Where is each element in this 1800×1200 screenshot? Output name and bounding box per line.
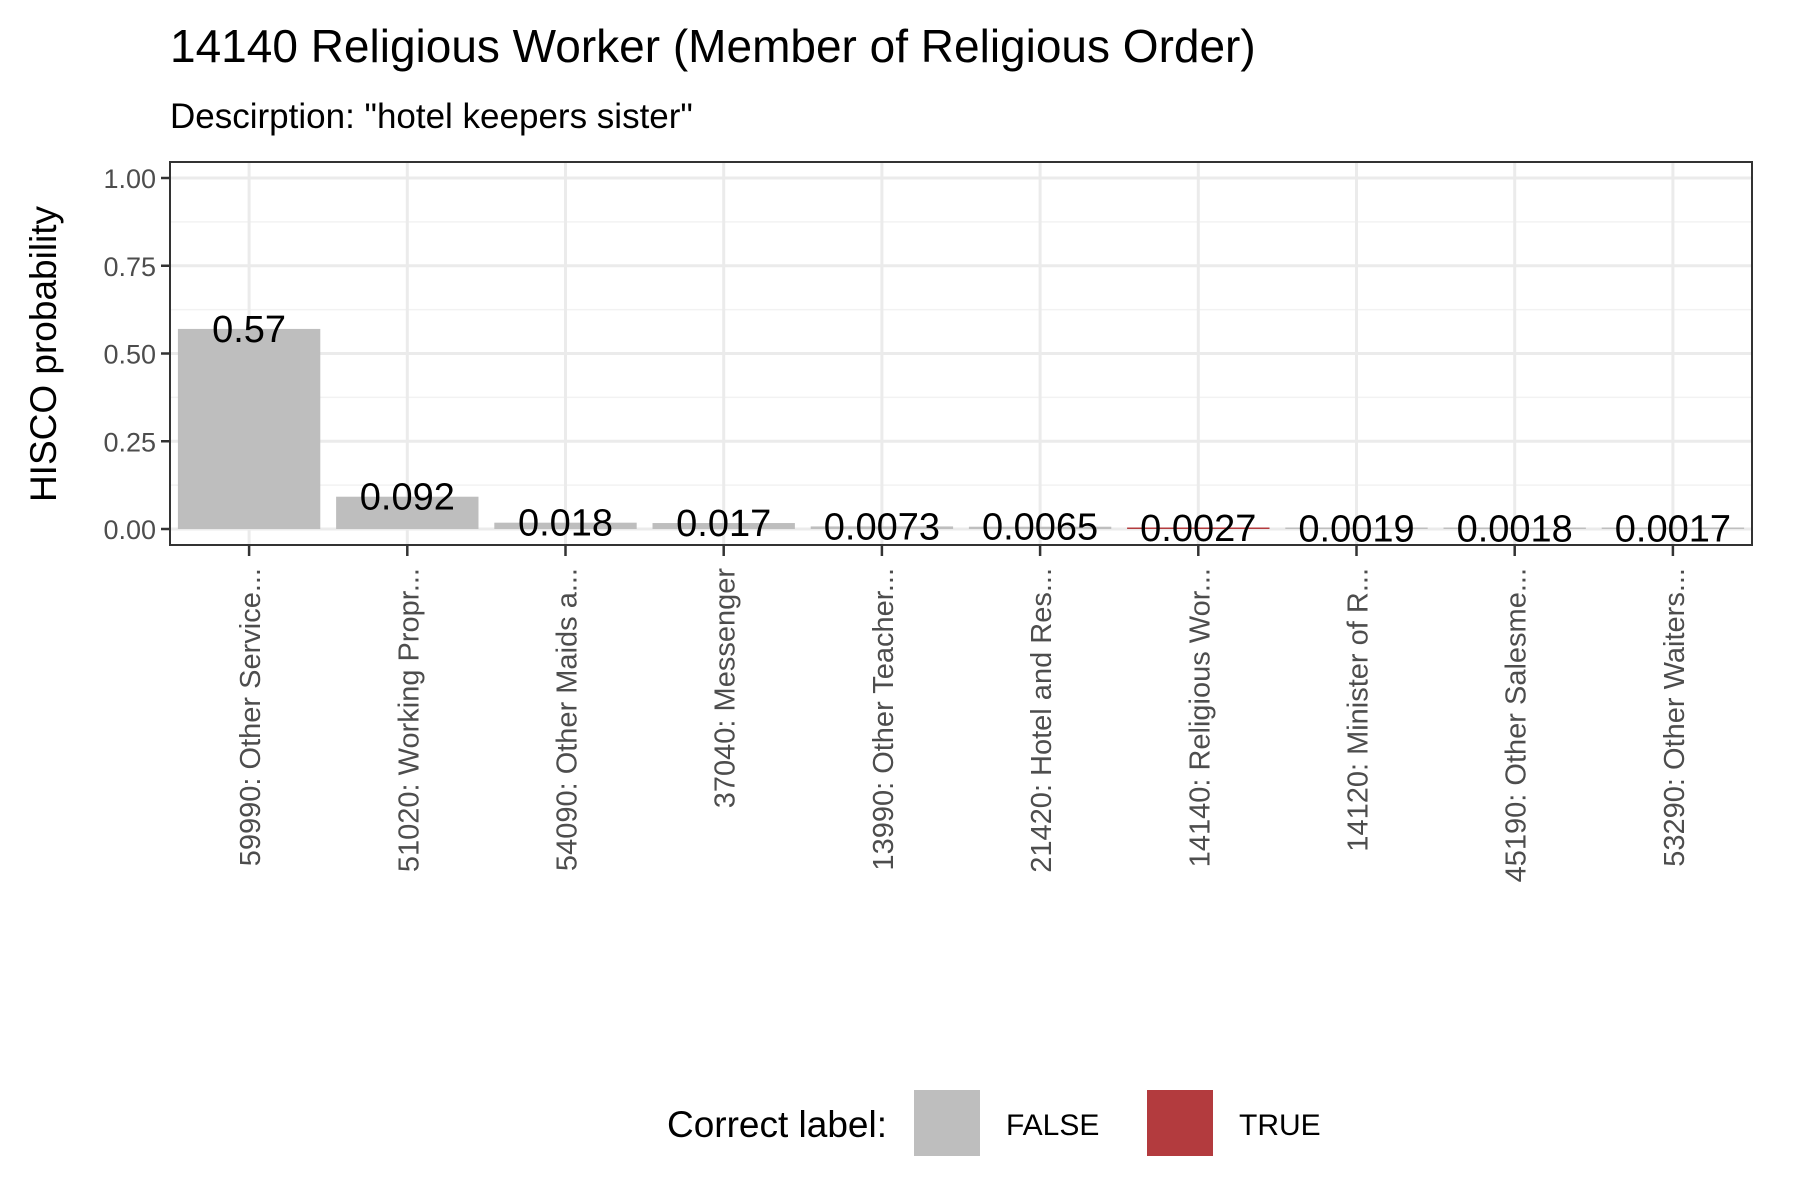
x-tick-label: 51020: Working Propr... [393, 568, 425, 872]
bar [494, 522, 637, 529]
legend-key-false [914, 1090, 980, 1156]
bar [968, 526, 1112, 529]
bar [1285, 527, 1428, 529]
x-tick-label: 45190: Other Salesme... [1501, 568, 1533, 882]
y-tick-label: 1.00 [103, 164, 156, 194]
data-label: 0.0019 [1298, 508, 1414, 550]
x-tick-label: 54090: Other Maids a... [552, 568, 584, 871]
bar [1601, 527, 1745, 529]
bar [810, 526, 954, 529]
x-tick-label: 37040: Messenger [710, 568, 742, 809]
legend-title: Correct label: [667, 1104, 887, 1145]
x-tick-label: 21420: Hotel and Res... [1026, 568, 1058, 873]
y-tick-label: 0.25 [103, 427, 156, 457]
plot-area: 0.57 0.092 0.018 0.017 0.0073 0.0065 0.0027 0.0… [103, 161, 1753, 882]
data-label: 0.092 [360, 477, 455, 519]
x-tick-label: 14140: Religious Wor... [1184, 568, 1216, 867]
legend-label-false: FALSE [1006, 1109, 1099, 1142]
chart-title: 14140 Religious Worker (Member of Religi… [170, 20, 1256, 72]
x-tick-label: 14120: Minister of R... [1343, 568, 1375, 852]
legend: Correct label: FALSE TRUE [667, 1090, 1321, 1156]
legend-key-true [1147, 1090, 1213, 1156]
data-label: 0.0027 [1140, 508, 1256, 550]
bar [336, 496, 479, 529]
x-tick-label: 59990: Other Service... [235, 568, 267, 866]
y-tick-label: 0.75 [103, 252, 156, 282]
chart-subtitle: Descirption: "hotel keepers sister" [170, 97, 693, 136]
bar [177, 328, 321, 529]
data-label: 0.0018 [1457, 508, 1573, 550]
y-axis-label: HISCO probability [23, 205, 64, 502]
data-label: 0.017 [676, 503, 771, 545]
y-tick-label: 0.00 [103, 515, 156, 545]
x-tick-label: 53290: Other Waiters... [1659, 568, 1691, 867]
y-tick-label: 0.50 [103, 340, 156, 370]
bar [652, 523, 795, 529]
data-label: 0.0073 [824, 506, 940, 548]
data-label: 0.018 [518, 503, 613, 545]
bar [1127, 527, 1270, 529]
bar [1443, 527, 1586, 529]
x-tick-label: 13990: Other Teacher... [868, 568, 900, 871]
data-label: 0.57 [212, 309, 286, 351]
data-label: 0.0065 [982, 507, 1098, 549]
legend-label-true: TRUE [1239, 1109, 1321, 1142]
data-label: 0.0017 [1615, 508, 1731, 550]
